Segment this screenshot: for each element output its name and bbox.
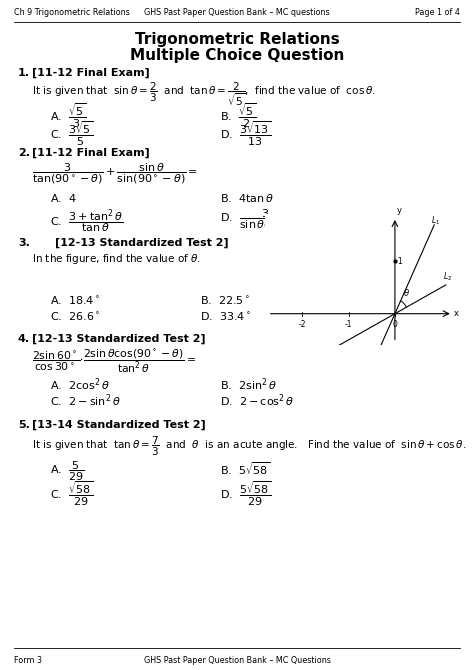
Text: Form 3: Form 3 <box>14 656 42 665</box>
Text: 1: 1 <box>398 257 402 266</box>
Text: B.  $5\sqrt{58}$: B. $5\sqrt{58}$ <box>220 460 270 477</box>
Text: B.  $22.5^\circ$: B. $22.5^\circ$ <box>200 295 250 307</box>
Text: In the figure, find the value of $\theta$.: In the figure, find the value of $\theta… <box>32 252 201 266</box>
Text: A.  $18.4^\circ$: A. $18.4^\circ$ <box>50 295 100 307</box>
Text: -1: -1 <box>345 320 353 329</box>
Text: $\theta$: $\theta$ <box>403 287 410 298</box>
Text: C.  $26.6^\circ$: C. $26.6^\circ$ <box>50 311 100 323</box>
Text: D.  $33.4^\circ$: D. $33.4^\circ$ <box>200 311 251 323</box>
Text: D.  $\dfrac{3\sqrt{13}}{13}$: D. $\dfrac{3\sqrt{13}}{13}$ <box>220 120 271 148</box>
Text: 5.: 5. <box>18 420 30 430</box>
Text: [11-12 Final Exam]: [11-12 Final Exam] <box>32 148 150 158</box>
Text: D.  $\dfrac{3}{\sin\theta\cos\theta}$: D. $\dfrac{3}{\sin\theta\cos\theta}$ <box>220 208 293 231</box>
Text: It is given that  $\sin\theta = \dfrac{2}{3}$  and  $\tan\theta = \dfrac{2}{\sqr: It is given that $\sin\theta = \dfrac{2}… <box>32 80 376 108</box>
Text: B.  $\dfrac{\sqrt{5}}{2}$: B. $\dfrac{\sqrt{5}}{2}$ <box>220 102 256 130</box>
Text: C.  $\dfrac{3\sqrt{5}}{5}$: C. $\dfrac{3\sqrt{5}}{5}$ <box>50 120 93 148</box>
Text: Trigonometric Relations: Trigonometric Relations <box>135 32 339 47</box>
Text: B.  $2\sin^2\theta$: B. $2\sin^2\theta$ <box>220 376 277 393</box>
Text: Ch 9 Trigonometric Relations: Ch 9 Trigonometric Relations <box>14 8 130 17</box>
Text: -2: -2 <box>299 320 306 329</box>
Text: A.  $\dfrac{5}{29}$: A. $\dfrac{5}{29}$ <box>50 460 84 484</box>
Text: [12-13 Standardized Test 2]: [12-13 Standardized Test 2] <box>32 334 206 344</box>
Text: A.  $\dfrac{\sqrt{5}}{3}$: A. $\dfrac{\sqrt{5}}{3}$ <box>50 102 86 130</box>
Text: [11-12 Final Exam]: [11-12 Final Exam] <box>32 68 150 78</box>
Text: C.  $2-\sin^2\theta$: C. $2-\sin^2\theta$ <box>50 392 121 409</box>
Text: [13-14 Standardized Test 2]: [13-14 Standardized Test 2] <box>32 420 206 430</box>
Text: $L_2$: $L_2$ <box>444 271 453 283</box>
Text: D.  $2-\cos^2\theta$: D. $2-\cos^2\theta$ <box>220 392 294 409</box>
Text: Multiple Choice Question: Multiple Choice Question <box>130 48 344 63</box>
Text: It is given that  $\tan\theta = \dfrac{7}{3}$  and  $\theta$  is an acute angle.: It is given that $\tan\theta = \dfrac{7}… <box>32 435 466 458</box>
Text: GHS Past Paper Question Bank – MC Questions: GHS Past Paper Question Bank – MC Questi… <box>144 656 330 665</box>
Text: 2.: 2. <box>18 148 30 158</box>
Text: D.  $\dfrac{5\sqrt{58}}{29}$: D. $\dfrac{5\sqrt{58}}{29}$ <box>220 480 271 508</box>
Text: $\dfrac{3}{\tan(90^\circ-\theta)} + \dfrac{\sin\theta}{\sin(90^\circ-\theta)}=$: $\dfrac{3}{\tan(90^\circ-\theta)} + \dfr… <box>32 162 198 186</box>
Text: 3.: 3. <box>18 238 30 248</box>
Text: 1.: 1. <box>18 68 30 78</box>
Text: 0: 0 <box>392 320 397 329</box>
Text: GHS Past Paper Question Bank – MC questions: GHS Past Paper Question Bank – MC questi… <box>144 8 330 17</box>
Text: [12-13 Standardized Test 2]: [12-13 Standardized Test 2] <box>55 238 228 249</box>
Text: $\dfrac{2\sin 60^\circ}{\cos 30^\circ}$$\cdot\dfrac{2\sin\theta\cos(90^\circ-\th: $\dfrac{2\sin 60^\circ}{\cos 30^\circ}$$… <box>32 348 196 375</box>
Text: A.  $4$: A. $4$ <box>50 192 77 204</box>
Text: B.  $4\tan\theta$: B. $4\tan\theta$ <box>220 192 274 204</box>
Text: $L_1$: $L_1$ <box>431 215 440 227</box>
Text: A.  $2\cos^2\theta$: A. $2\cos^2\theta$ <box>50 376 110 393</box>
Text: C.  $\dfrac{\sqrt{58}}{29}$: C. $\dfrac{\sqrt{58}}{29}$ <box>50 480 93 508</box>
Text: Page 1 of 4: Page 1 of 4 <box>415 8 460 17</box>
Text: y: y <box>397 206 402 216</box>
Text: x: x <box>454 309 459 318</box>
Text: 4.: 4. <box>18 334 30 344</box>
Text: C.  $\dfrac{3+\tan^2\theta}{\tan\theta}$: C. $\dfrac{3+\tan^2\theta}{\tan\theta}$ <box>50 208 123 236</box>
